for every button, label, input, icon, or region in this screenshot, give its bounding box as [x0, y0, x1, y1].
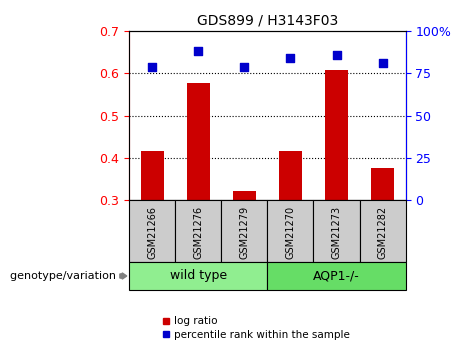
Title: GDS899 / H3143F03: GDS899 / H3143F03 — [197, 13, 338, 27]
Legend: log ratio, percentile rank within the sample: log ratio, percentile rank within the sa… — [157, 312, 354, 344]
Point — [287, 55, 294, 61]
Bar — [175, 200, 221, 262]
Bar — [221, 200, 267, 262]
Text: GSM21266: GSM21266 — [147, 206, 157, 259]
Text: GSM21270: GSM21270 — [285, 206, 296, 259]
Point — [333, 52, 340, 58]
Text: GSM21279: GSM21279 — [239, 206, 249, 259]
Bar — [233, 191, 256, 200]
Point — [148, 64, 156, 69]
Bar — [360, 200, 406, 262]
Point — [379, 60, 386, 66]
Text: GSM21282: GSM21282 — [378, 206, 388, 259]
Point — [241, 64, 248, 69]
Bar — [129, 200, 175, 262]
Bar — [187, 82, 210, 200]
Bar — [267, 262, 406, 290]
Text: wild type: wild type — [170, 269, 227, 283]
Bar — [279, 151, 302, 200]
Bar — [141, 151, 164, 200]
Text: AQP1-/-: AQP1-/- — [313, 269, 360, 283]
Text: GSM21276: GSM21276 — [193, 206, 203, 259]
Bar — [129, 262, 267, 290]
Bar — [267, 200, 313, 262]
Bar — [371, 168, 394, 200]
Bar — [313, 200, 360, 262]
Point — [195, 49, 202, 54]
Text: GSM21273: GSM21273 — [331, 206, 342, 259]
Text: genotype/variation: genotype/variation — [10, 271, 120, 281]
Bar — [325, 70, 348, 200]
